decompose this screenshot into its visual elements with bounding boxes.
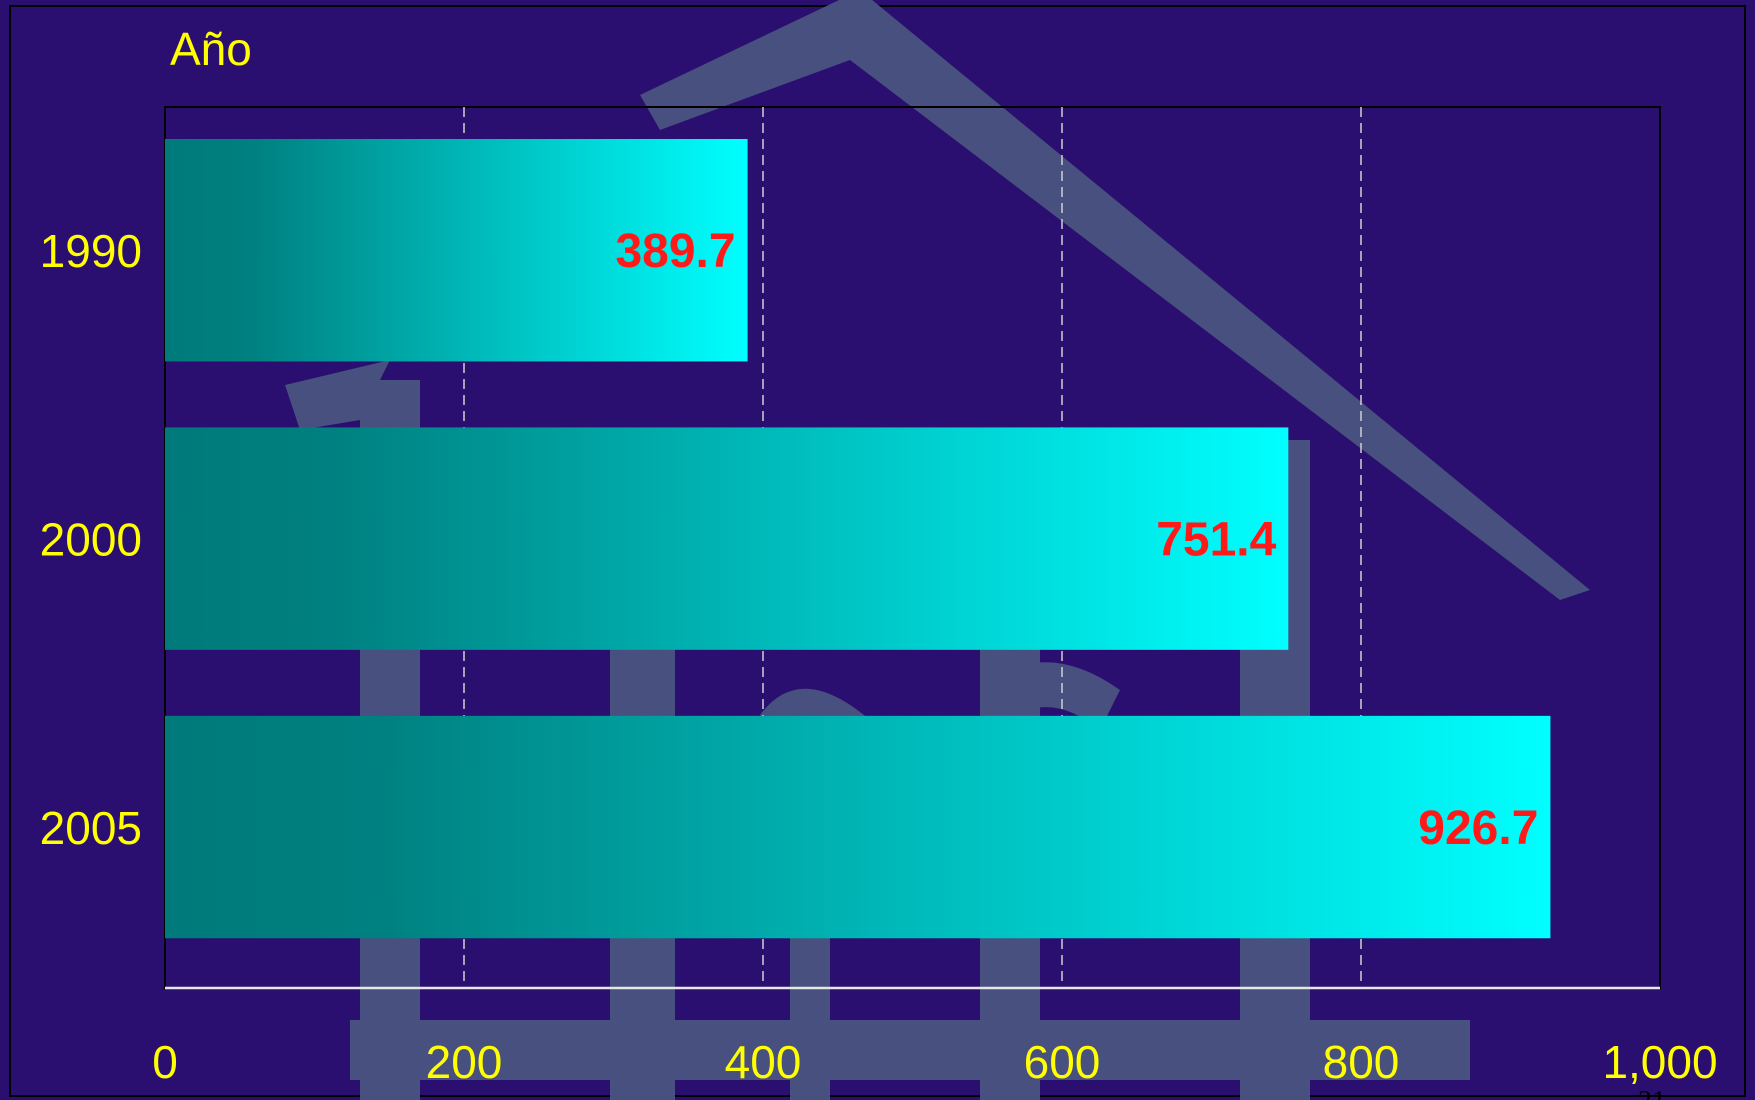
x-tick-1000: 1,000 — [1602, 1036, 1717, 1088]
x-tick-0: 0 — [152, 1036, 178, 1088]
data-label-2000: 751.4 — [1156, 514, 1276, 567]
page-number: 21 — [1638, 1086, 1666, 1100]
x-tick-200: 200 — [426, 1036, 503, 1088]
bar-1990 — [165, 139, 748, 362]
y-axis-ticks: 1990 2000 2005 — [40, 225, 142, 854]
x-tick-400: 400 — [725, 1036, 802, 1088]
data-label-2005: 926.7 — [1418, 802, 1538, 855]
house-logo-watermark — [285, 0, 1590, 1100]
x-axis-ticks: 0 200 400 600 800 1,000 — [152, 1036, 1717, 1088]
data-label-1990: 389.7 — [615, 225, 735, 278]
y-tick-2000: 2000 — [40, 514, 142, 566]
bar-2000 — [165, 427, 1289, 650]
bars — [165, 139, 1551, 939]
data-labels: 389.7 751.4 926.7 — [615, 225, 1538, 855]
y-axis-label: Año — [170, 23, 252, 75]
x-tick-600: 600 — [1024, 1036, 1101, 1088]
x-tick-800: 800 — [1323, 1036, 1400, 1088]
y-tick-2005: 2005 — [40, 802, 142, 854]
bar-2005 — [165, 715, 1551, 939]
y-tick-1990: 1990 — [40, 225, 142, 277]
